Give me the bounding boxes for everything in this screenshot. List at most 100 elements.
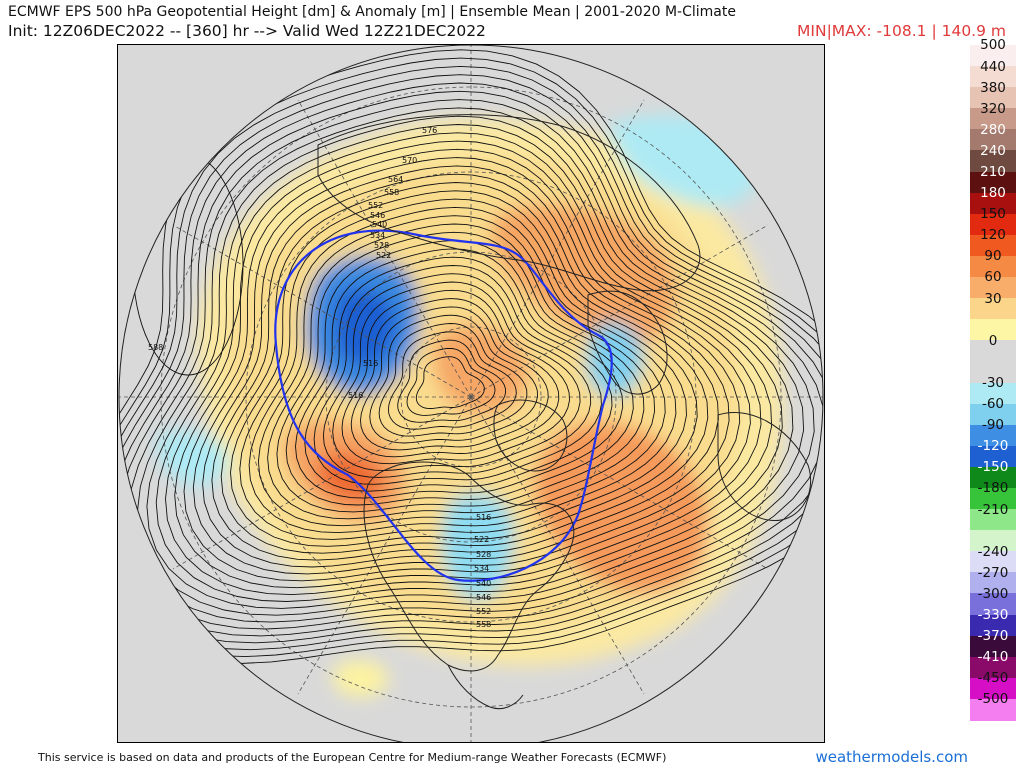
colorbar-swatch xyxy=(970,234,1016,257)
colorbar-label: -120 xyxy=(977,438,1009,455)
height-contour xyxy=(119,90,823,630)
colorbar-swatch xyxy=(970,298,1016,320)
colorbar-swatch xyxy=(970,319,1016,341)
height-contour xyxy=(406,347,496,416)
colorbar-swatch xyxy=(970,87,1016,109)
height-contour xyxy=(239,198,687,540)
colorbar-swatch xyxy=(970,445,1016,468)
colorbar-swatch xyxy=(970,593,1016,616)
colorbar-label: 0 xyxy=(988,332,998,349)
colorbar-label: 280 xyxy=(980,121,1006,138)
contour-labels: 5765705645585525465405345285225165885165… xyxy=(148,126,491,629)
contour-label: 570 xyxy=(402,156,417,165)
colorbar-label: 440 xyxy=(980,58,1006,75)
colorbar-label: 120 xyxy=(980,227,1006,244)
colorbar-label: -210 xyxy=(977,501,1009,518)
height-contour xyxy=(322,273,592,478)
height-contour xyxy=(137,107,805,616)
colorbar-swatch xyxy=(970,487,1016,510)
colorbar-label: 150 xyxy=(980,206,1006,223)
height-contour xyxy=(313,265,602,485)
contour-label: 546 xyxy=(370,211,385,220)
height-contour xyxy=(146,115,794,609)
colorbar-label: -60 xyxy=(981,396,1005,413)
height-contour xyxy=(397,339,507,423)
colorbar-swatch xyxy=(970,192,1016,215)
colorbar-label: -180 xyxy=(977,480,1009,497)
height-contour xyxy=(183,148,751,582)
colorbar-swatch xyxy=(970,551,1016,573)
colorbar-swatch xyxy=(970,213,1016,236)
colorbar-label: -330 xyxy=(977,606,1009,623)
contour-label: 540 xyxy=(476,579,491,588)
height-contour xyxy=(119,82,823,637)
height-contour xyxy=(220,182,709,554)
height-contour xyxy=(119,57,823,658)
height-contour xyxy=(119,74,823,644)
colorbar-swatch xyxy=(970,340,1016,362)
colorbar-swatch xyxy=(970,277,1016,299)
colorbar-swatch xyxy=(970,403,1016,426)
contour-label: 522 xyxy=(474,535,489,544)
colorbar-swatch xyxy=(970,171,1016,194)
height-contour xyxy=(192,157,741,575)
colorbar-swatch xyxy=(970,635,1016,658)
height-contour xyxy=(230,190,698,547)
contour-label: 558 xyxy=(384,188,399,197)
height-contour xyxy=(295,248,624,499)
contour-label: 516 xyxy=(348,391,363,400)
contour-label: 522 xyxy=(376,251,391,260)
contour-label: 552 xyxy=(476,607,491,616)
colorbar-label: -90 xyxy=(981,417,1005,434)
colorbar-label: -240 xyxy=(977,543,1009,560)
height-contour xyxy=(341,289,570,465)
colorbar-label: -500 xyxy=(977,691,1009,708)
colorbar-label: 60 xyxy=(984,269,1002,286)
contour-label: 534 xyxy=(474,564,489,573)
height-contour xyxy=(165,132,773,596)
colorbar-swatch xyxy=(970,66,1016,88)
colorbar-swatch xyxy=(970,129,1016,151)
colorbar-swatch xyxy=(970,677,1016,700)
contour-label: 546 xyxy=(476,593,491,602)
colorbar-label: 210 xyxy=(980,164,1006,181)
colorbar-label: -300 xyxy=(977,585,1009,602)
contour-label: 558 xyxy=(476,620,491,629)
height-contour xyxy=(257,215,666,527)
coastlines xyxy=(317,114,812,710)
colorbar-swatch xyxy=(970,45,1016,67)
colorbar-label: -270 xyxy=(977,564,1009,581)
colorbar-swatch xyxy=(970,509,1016,531)
colorbar-label: -410 xyxy=(977,649,1009,666)
colorbar-swatch xyxy=(970,361,1016,383)
height-contour xyxy=(378,323,528,437)
height-contours xyxy=(119,49,823,664)
colorbar-swatch xyxy=(970,572,1016,594)
zero-anomaly-line xyxy=(274,229,613,582)
height-contour xyxy=(276,231,645,513)
colorbar-label: -30 xyxy=(981,374,1005,391)
colorbar-swatch xyxy=(970,530,1016,552)
ecmwf-credit: This service is based on data and produc… xyxy=(38,751,667,764)
height-contour xyxy=(155,124,783,602)
site-link[interactable]: weathermodels.com xyxy=(815,748,968,766)
contour-label: 588 xyxy=(148,343,163,352)
polar-map: 5765705645585525465405345285225165885165… xyxy=(118,45,824,742)
height-contour xyxy=(360,306,549,451)
height-contour xyxy=(285,240,634,506)
height-contour xyxy=(350,298,560,458)
height-contour xyxy=(119,49,823,664)
height-contour xyxy=(369,314,538,444)
colorbar-swatch xyxy=(970,424,1016,447)
colorbar-label: -150 xyxy=(977,459,1009,476)
colorbar-label: 90 xyxy=(984,248,1002,265)
contour-label: 540 xyxy=(372,220,387,229)
colorbar-swatch xyxy=(970,656,1016,679)
contour-label: 534 xyxy=(370,231,385,240)
contour-label: 552 xyxy=(368,201,383,210)
height-contour xyxy=(332,281,581,471)
min-max-readout: MIN|MAX: -108.1 | 140.9 m xyxy=(797,22,1006,40)
height-contour xyxy=(202,165,730,568)
colorbar-label: 380 xyxy=(980,79,1006,96)
init-valid-line: Init: 12Z06DEC2022 -- [360] hr --> Valid… xyxy=(8,22,486,40)
